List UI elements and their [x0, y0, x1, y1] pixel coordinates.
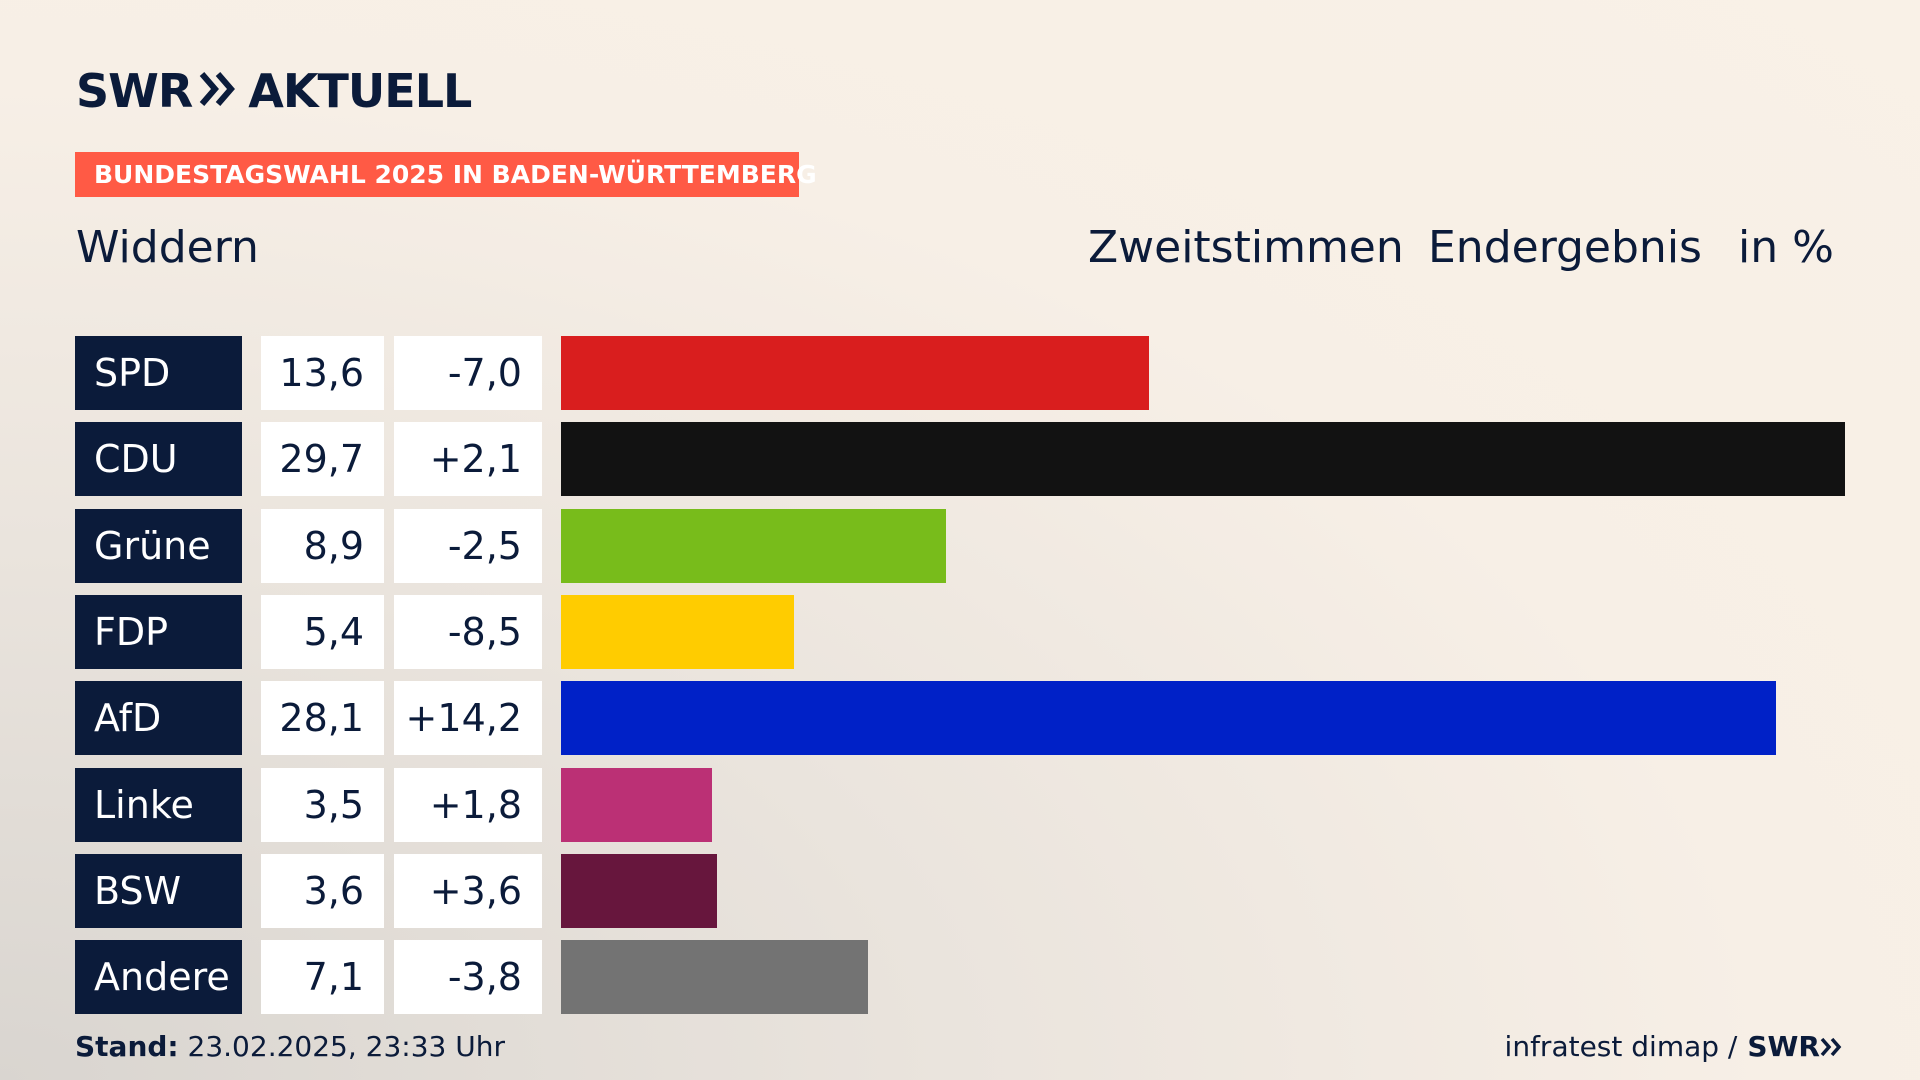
party-label-andere: Andere: [75, 940, 242, 1014]
double-chevron-icon: [198, 64, 238, 118]
source-text: infratest dimap /: [1504, 1030, 1738, 1063]
party-label-bsw: BSW: [75, 854, 242, 928]
party-label-afd: AfD: [75, 681, 242, 755]
party-label-gr-ne: Grüne: [75, 509, 242, 583]
bar-spd: [561, 336, 1149, 410]
value-label-bsw: 3,6: [261, 854, 384, 928]
party-label-linke: Linke: [75, 768, 242, 842]
election-banner: BUNDESTAGSWAHL 2025 IN BADEN-WÜRTTEMBERG: [75, 152, 817, 197]
bar-andere: [561, 940, 868, 1014]
source-credit: infratest dimap / SWR: [1505, 1030, 1844, 1063]
header-vote-type: Zweitstimmen: [1088, 222, 1404, 273]
diff-label-andere: -3,8: [394, 940, 542, 1014]
swr-aktuell-logo: SWR AKTUELL: [76, 64, 472, 118]
bar-gr-ne: [561, 509, 946, 583]
value-label-andere: 7,1: [261, 940, 384, 1014]
timestamp: Stand: 23.02.2025, 23:33 Uhr: [75, 1030, 505, 1063]
party-label-cdu: CDU: [75, 422, 242, 496]
diff-label-spd: -7,0: [394, 336, 542, 410]
party-label-fdp: FDP: [75, 595, 242, 669]
value-label-linke: 3,5: [261, 768, 384, 842]
swr-small-logo: SWR: [1747, 1030, 1844, 1063]
bar-afd: [561, 681, 1776, 755]
bar-fdp: [561, 595, 794, 669]
diff-label-afd: +14,2: [394, 681, 542, 755]
swr-small-logo-text: SWR: [1747, 1030, 1820, 1063]
value-label-cdu: 29,7: [261, 422, 384, 496]
small-chevron-icon: [1820, 1037, 1842, 1056]
place-name: Widdern: [76, 222, 259, 273]
bar-bsw: [561, 854, 717, 928]
bar-cdu: [561, 422, 1845, 496]
logo-swr-text: SWR: [76, 64, 193, 118]
header-unit: in %: [1738, 222, 1834, 273]
diff-label-bsw: +3,6: [394, 854, 542, 928]
value-label-spd: 13,6: [261, 336, 384, 410]
diff-label-fdp: -8,5: [394, 595, 542, 669]
party-label-spd: SPD: [75, 336, 242, 410]
timestamp-label: Stand:: [75, 1030, 179, 1063]
timestamp-value: 23.02.2025, 23:33 Uhr: [187, 1030, 505, 1063]
diff-label-gr-ne: -2,5: [394, 509, 542, 583]
diff-label-linke: +1,8: [394, 768, 542, 842]
value-label-afd: 28,1: [261, 681, 384, 755]
header-result-type: Endergebnis: [1428, 222, 1702, 273]
diff-label-cdu: +2,1: [394, 422, 542, 496]
value-label-gr-ne: 8,9: [261, 509, 384, 583]
bar-linke: [561, 768, 712, 842]
value-label-fdp: 5,4: [261, 595, 384, 669]
logo-aktuell-text: AKTUELL: [248, 64, 472, 118]
